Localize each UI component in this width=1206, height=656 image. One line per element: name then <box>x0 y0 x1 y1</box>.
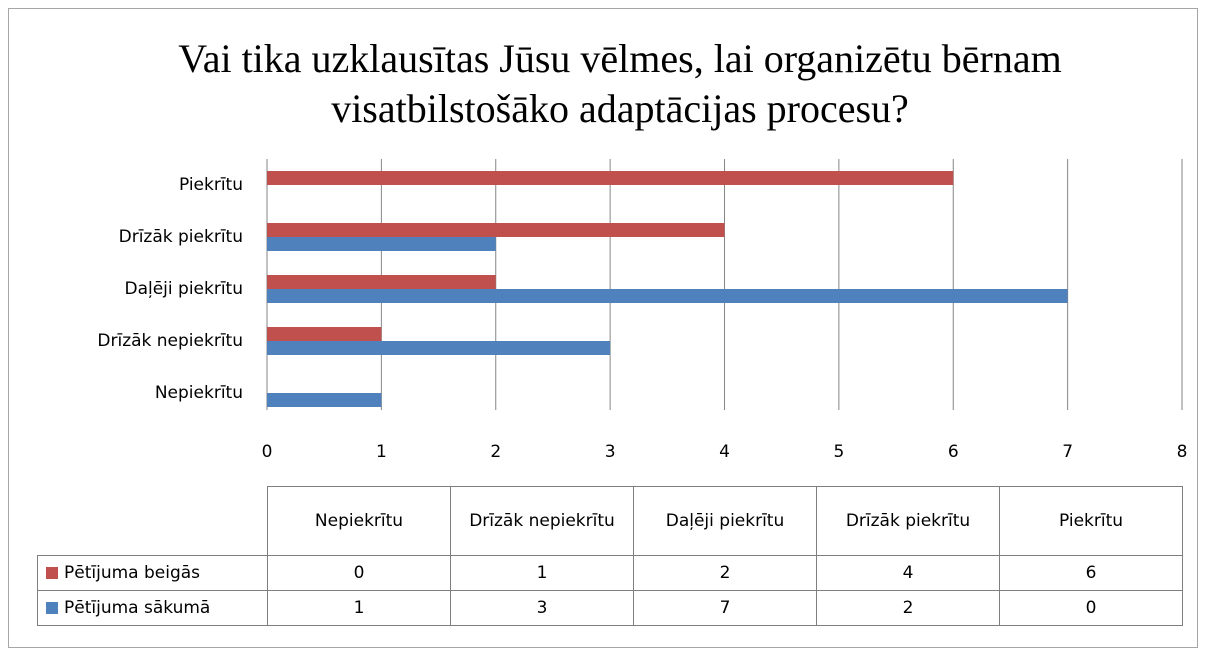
x-tick-label: 5 <box>833 442 844 462</box>
legend-entry: Pētījuma sākumā <box>37 590 268 626</box>
table-value: 0 <box>267 555 451 591</box>
table-header: Drīzāk nepiekrītu <box>450 486 634 556</box>
table-value: 7 <box>633 590 817 626</box>
bar <box>267 223 725 237</box>
bar <box>267 393 382 407</box>
table-value: 2 <box>633 555 817 591</box>
x-tick-label: 1 <box>376 442 387 462</box>
table-value: 4 <box>816 555 1000 591</box>
chart-frame <box>8 8 1198 648</box>
x-tick-label: 0 <box>262 442 273 462</box>
table-value: 2 <box>816 590 1000 626</box>
y-tick-label: Nepiekrītu <box>155 383 243 403</box>
legend-swatch <box>46 567 58 579</box>
legend-label: Pētījuma beigās <box>64 563 201 583</box>
x-tick-label: 2 <box>490 442 501 462</box>
bar <box>267 237 496 251</box>
x-tick-label: 7 <box>1062 442 1073 462</box>
table-value: 6 <box>999 555 1183 591</box>
legend-entry: Pētījuma beigās <box>37 555 268 591</box>
y-tick-label: Drīzāk piekrītu <box>119 227 243 247</box>
y-tick-label: Piekrītu <box>179 175 243 195</box>
table-header: Piekrītu <box>999 486 1183 556</box>
legend-label: Pētījuma sākumā <box>64 598 211 618</box>
bar <box>267 275 496 289</box>
table-header: Daļēji piekrītu <box>633 486 817 556</box>
x-tick-label: 3 <box>605 442 616 462</box>
x-tick-label: 6 <box>948 442 959 462</box>
bar <box>267 171 954 185</box>
y-tick-label: Drīzāk nepiekrītu <box>97 331 243 351</box>
bar <box>267 327 382 341</box>
x-tick-label: 4 <box>719 442 730 462</box>
bar <box>267 341 611 355</box>
legend-swatch <box>46 602 58 614</box>
bar <box>267 289 1068 303</box>
table-value: 1 <box>450 555 634 591</box>
y-tick-label: Daļēji piekrītu <box>124 279 243 299</box>
x-tick-label: 8 <box>1177 442 1188 462</box>
table-value: 3 <box>450 590 634 626</box>
table-header: Nepiekrītu <box>267 486 451 556</box>
table-header: Drīzāk piekrītu <box>816 486 1000 556</box>
table-value: 0 <box>999 590 1183 626</box>
table-value: 1 <box>267 590 451 626</box>
chart-title: Vai tika uzklausītas Jūsu vēlmes, lai or… <box>178 36 1062 131</box>
